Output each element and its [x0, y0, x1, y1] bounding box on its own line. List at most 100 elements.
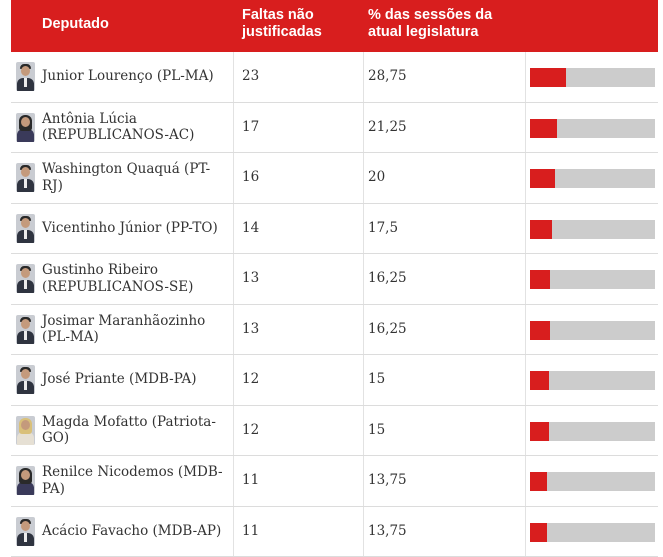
- table-row: Gustinho Ribeiro (REPUBLICANOS-SE) 13 16,2…: [11, 254, 658, 305]
- percent-value: 15: [368, 422, 385, 439]
- faltas-value: 17: [242, 119, 259, 136]
- percent-bar-track: [530, 422, 655, 441]
- column-divider: [233, 507, 234, 557]
- deputy-name: Gustinho Ribeiro (REPUBLICANOS-SE): [42, 262, 228, 295]
- faltas-value: 13: [242, 321, 259, 338]
- percent-bar-track: [530, 523, 655, 542]
- faltas-value: 14: [242, 220, 259, 237]
- column-divider: [233, 103, 234, 153]
- column-divider: [233, 52, 234, 102]
- faltas-value: 12: [242, 422, 259, 439]
- table-header: Deputado Faltas não justificadas % das s…: [11, 0, 658, 52]
- column-divider: [363, 254, 364, 304]
- deputy-photo: [16, 264, 35, 293]
- deputy-name: José Priante (MDB-PA): [42, 371, 228, 388]
- percent-value: 28,75: [368, 68, 407, 85]
- column-divider: [525, 254, 526, 304]
- table-row: Vicentinho Júnior (PP-TO) 14 17,5: [11, 204, 658, 255]
- deputy-photo: [16, 517, 35, 546]
- table-row: Renilce Nicodemos (MDB- PA) 11 13,75: [11, 456, 658, 507]
- column-divider: [525, 153, 526, 203]
- percent-bar-track: [530, 169, 655, 188]
- column-divider: [233, 456, 234, 506]
- percent-bar-track: [530, 68, 655, 87]
- deputy-photo: [16, 315, 35, 344]
- column-header-faltas: Faltas não justificadas: [242, 7, 322, 41]
- percent-value: 13,75: [368, 523, 407, 540]
- column-divider: [525, 204, 526, 254]
- column-divider: [525, 103, 526, 153]
- deputy-name: Vicentinho Júnior (PP-TO): [42, 220, 228, 237]
- percent-bar: [530, 270, 550, 289]
- deputy-name: Washington Quaquá (PT- RJ): [42, 161, 228, 194]
- deputy-name: Acácio Favacho (MDB-AP): [42, 523, 228, 540]
- percent-value: 20: [368, 169, 385, 186]
- column-divider: [233, 204, 234, 254]
- percent-bar-track: [530, 371, 655, 390]
- column-header-percent: % das sessões da atual legislatura: [368, 7, 492, 41]
- faltas-value: 12: [242, 371, 259, 388]
- deputy-name: Renilce Nicodemos (MDB- PA): [42, 464, 228, 497]
- percent-bar-track: [530, 119, 655, 138]
- column-header-deputado: Deputado: [42, 16, 109, 33]
- column-divider: [363, 103, 364, 153]
- percent-value: 16,25: [368, 321, 407, 338]
- deputy-photo: [16, 365, 35, 394]
- table-row: Acácio Favacho (MDB-AP) 11 13,75: [11, 507, 658, 557]
- percent-bar: [530, 169, 555, 188]
- deputy-name: Antônia Lúcia (REPUBLICANOS-AC): [42, 111, 228, 144]
- percent-bar: [530, 371, 549, 390]
- percent-bar: [530, 220, 552, 239]
- table-row: Washington Quaquá (PT- RJ) 16 20: [11, 153, 658, 204]
- column-divider: [525, 355, 526, 405]
- column-divider: [233, 153, 234, 203]
- deputy-photo: [16, 214, 35, 243]
- table-row: José Priante (MDB-PA) 12 15: [11, 355, 658, 406]
- column-divider: [363, 507, 364, 557]
- percent-value: 21,25: [368, 119, 407, 136]
- faltas-value: 11: [242, 472, 259, 489]
- faltas-value: 13: [242, 270, 259, 287]
- column-divider: [363, 456, 364, 506]
- faltas-value: 16: [242, 169, 259, 186]
- column-divider: [525, 406, 526, 456]
- percent-value: 17,5: [368, 220, 398, 237]
- percent-value: 13,75: [368, 472, 407, 489]
- percent-bar: [530, 119, 557, 138]
- percent-value: 16,25: [368, 270, 407, 287]
- column-divider: [363, 204, 364, 254]
- deputy-name: Magda Mofatto (Patriota- GO): [42, 414, 228, 447]
- column-divider: [233, 305, 234, 355]
- column-divider: [363, 355, 364, 405]
- faltas-value: 11: [242, 523, 259, 540]
- table-row: Antônia Lúcia (REPUBLICANOS-AC) 17 21,25: [11, 103, 658, 154]
- percent-bar: [530, 68, 566, 87]
- table-row: Magda Mofatto (Patriota- GO) 12 15: [11, 406, 658, 457]
- deputy-name: Junior Lourenço (PL-MA): [42, 68, 228, 85]
- table-row: Josimar Maranhãozinho (PL-MA) 13 16,25: [11, 305, 658, 356]
- percent-bar-track: [530, 321, 655, 340]
- deputy-name: Josimar Maranhãozinho (PL-MA): [42, 313, 228, 346]
- column-divider: [363, 153, 364, 203]
- percent-bar: [530, 523, 547, 542]
- deputy-photo: [16, 163, 35, 192]
- percent-bar-track: [530, 472, 655, 491]
- column-divider: [363, 52, 364, 102]
- percent-bar-track: [530, 270, 655, 289]
- column-divider: [363, 305, 364, 355]
- deputy-photo: [16, 113, 35, 142]
- column-divider: [525, 456, 526, 506]
- column-divider: [363, 406, 364, 456]
- percent-value: 15: [368, 371, 385, 388]
- percent-bar-track: [530, 220, 655, 239]
- column-divider: [525, 305, 526, 355]
- percent-bar: [530, 422, 549, 441]
- percent-bar: [530, 321, 550, 340]
- column-divider: [525, 52, 526, 102]
- deputies-table: Deputado Faltas não justificadas % das s…: [11, 0, 658, 557]
- column-divider: [233, 355, 234, 405]
- percent-bar: [530, 472, 547, 491]
- column-divider: [233, 254, 234, 304]
